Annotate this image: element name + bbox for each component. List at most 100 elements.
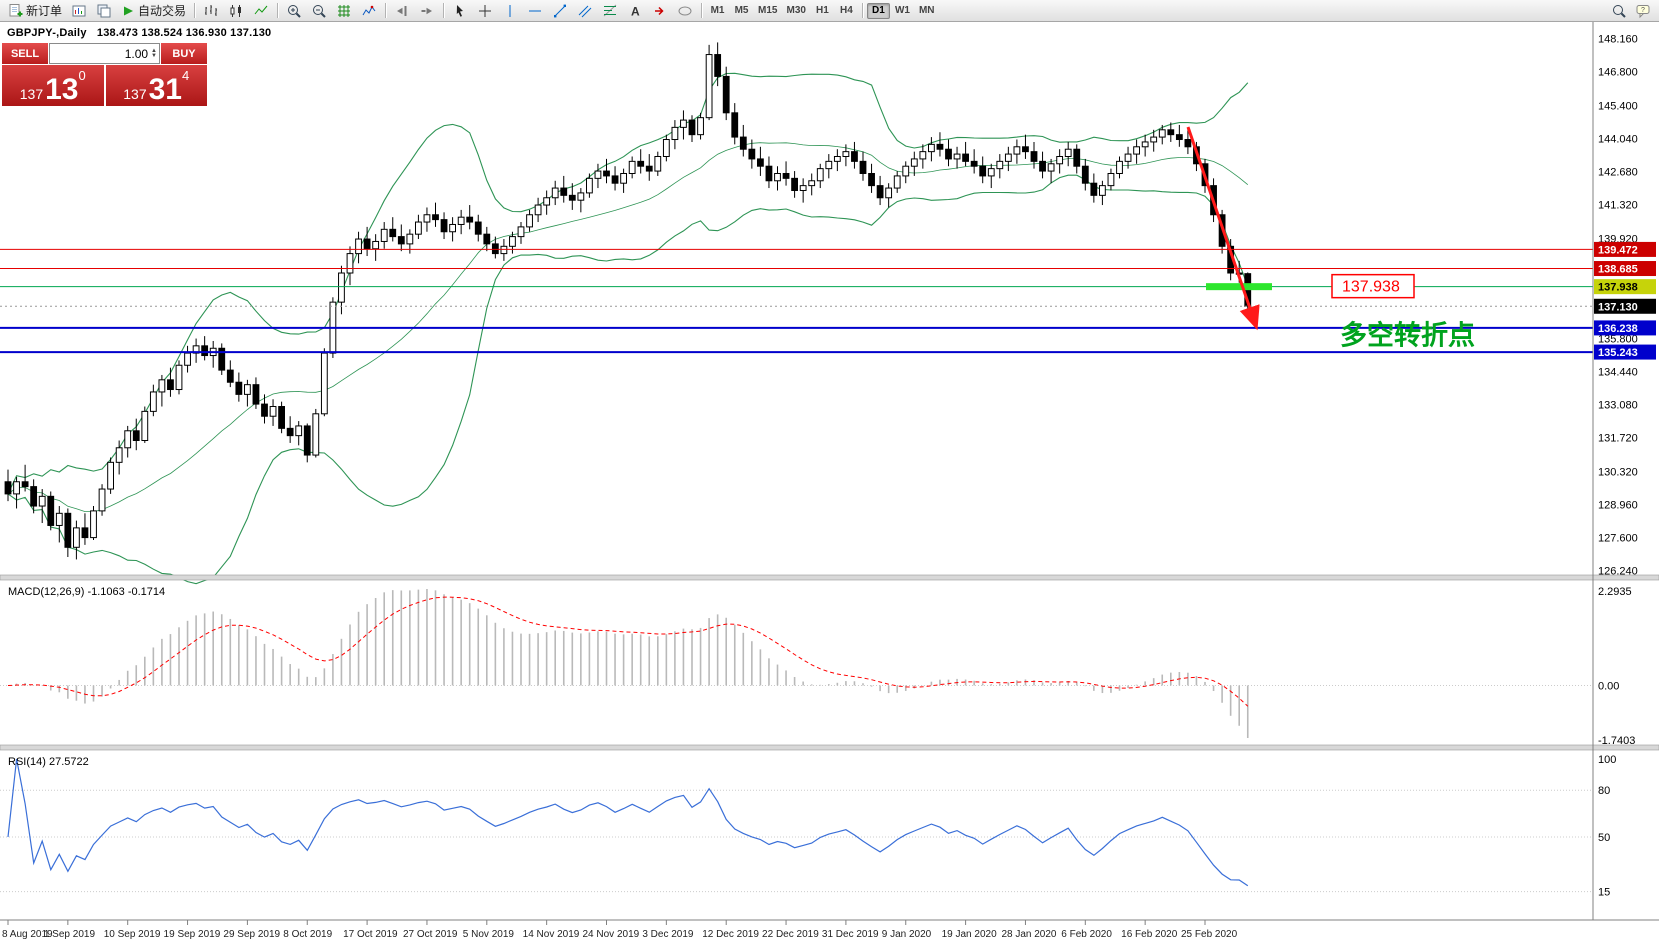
buy-button[interactable]: BUY (161, 43, 207, 64)
svg-text:9 Jan 2020: 9 Jan 2020 (882, 929, 932, 940)
timeframe-m30-button[interactable]: M30 (786, 5, 806, 16)
svg-text:25 Feb 2020: 25 Feb 2020 (1181, 929, 1238, 940)
toolbar-separator (861, 3, 863, 18)
macd-label: MACD(12,26,9) -1.1063 -0.1714 (8, 586, 165, 598)
support-highlight[interactable] (1206, 283, 1272, 291)
svg-text:5 Nov 2019: 5 Nov 2019 (463, 929, 515, 940)
charts-button[interactable] (67, 1, 91, 20)
axis-badge-136.238 (1594, 320, 1656, 336)
pane-separator[interactable] (0, 574, 1659, 581)
toolbar-separator (194, 3, 196, 18)
volume-down-icon[interactable]: ▼ (151, 52, 157, 59)
vline-icon (509, 4, 511, 17)
svg-text:27 Oct 2019: 27 Oct 2019 (403, 929, 458, 940)
timeframe-h1-button[interactable]: H1 (816, 5, 829, 16)
svg-text:141.320: 141.320 (1598, 200, 1638, 212)
volume-input[interactable]: 1.00 ▲ ▼ (49, 43, 160, 64)
timeframe-m5-button[interactable]: M5 (734, 5, 749, 16)
timeframe-w1-button[interactable]: W1 (894, 5, 910, 16)
volume-up-icon[interactable]: ▲ (151, 47, 157, 54)
svg-text:24 Nov 2019: 24 Nov 2019 (583, 929, 640, 940)
autotrade-button[interactable]: 自动交易 (117, 1, 190, 20)
price-axis[interactable]: 148.160 146.800 145.400 144.040 142.680 141.3… (0, 22, 1659, 921)
timeframe-mn-button[interactable]: MN (918, 5, 935, 16)
volume-stepper[interactable]: ▲ ▼ (151, 47, 157, 59)
profiles-button[interactable] (92, 1, 116, 20)
axis-badge-137.130 (1594, 298, 1656, 314)
svg-text:100: 100 (1598, 754, 1616, 766)
chart-shift-button[interactable] (390, 1, 414, 20)
text-tool-button[interactable]: A (623, 1, 647, 20)
volume-value: 1.00 (124, 46, 149, 61)
svg-text:134.440: 134.440 (1598, 367, 1638, 379)
sell-button[interactable]: SELL (2, 43, 48, 64)
trendline-icon (554, 4, 567, 17)
svg-text:139.472: 139.472 (1598, 244, 1638, 256)
line-chart-button[interactable] (249, 1, 273, 20)
zoom-out-button[interactable] (307, 1, 331, 20)
chart-area[interactable]: 137.938 多空转折点 MACD(12,26,9) -1.1063 -0.171… (0, 22, 1659, 947)
buy-price-big: 31 (148, 73, 182, 106)
sell-price-sup: 0 (78, 68, 86, 83)
new-order-button[interactable]: 新订单 (4, 1, 66, 20)
timeframe-m1-button[interactable]: M1 (710, 5, 725, 16)
toolbar-separator (277, 3, 279, 18)
zoom-in-button[interactable] (282, 1, 306, 20)
buy-price-display[interactable]: 137 31 4 (105, 65, 207, 106)
candles-chart-button[interactable] (224, 1, 248, 20)
fibonacci-tool-button[interactable] (598, 1, 622, 20)
svg-text:14 Nov 2019: 14 Nov 2019 (523, 929, 580, 940)
auto-scroll-icon (421, 7, 433, 14)
auto-scroll-button[interactable] (415, 1, 439, 20)
symbol-period: GBPJPY-,Daily (7, 27, 87, 39)
trend-arrow[interactable] (1186, 126, 1260, 331)
svg-text:127.600: 127.600 (1598, 533, 1638, 545)
pane-separator[interactable] (0, 744, 1659, 751)
hline-tool-button[interactable] (523, 1, 547, 20)
timeframe-toolbar: M1 M5 M15 M30 H1 H4 D1 W1 MN (706, 2, 938, 19)
help-chat-icon: ? (1636, 4, 1650, 18)
rsi-pane[interactable]: RSI(14) 27.5722 (0, 756, 1593, 893)
sell-price-display[interactable]: 137 13 0 (2, 65, 104, 106)
svg-text:16 Feb 2020: 16 Feb 2020 (1121, 929, 1178, 940)
svg-text:135.800: 135.800 (1598, 334, 1638, 346)
svg-text:1 Sep 2019: 1 Sep 2019 (44, 929, 96, 940)
main-price-pane[interactable]: 137.938 多空转折点 (0, 42, 1593, 585)
help-button[interactable]: ? (1631, 1, 1655, 20)
timeframe-d1-button[interactable]: D1 (866, 2, 890, 19)
vline-tool-button[interactable] (498, 1, 522, 20)
svg-text:80: 80 (1598, 785, 1610, 797)
crosshair-tool-button[interactable] (473, 1, 497, 20)
svg-text:22 Dec 2019: 22 Dec 2019 (762, 929, 819, 940)
channel-tool-button[interactable] (573, 1, 597, 20)
indicators-button[interactable] (357, 1, 381, 20)
svg-text:-1.7403: -1.7403 (1598, 735, 1635, 747)
grid-button[interactable] (332, 1, 356, 20)
buy-price-prefix: 137 (123, 86, 147, 102)
cursor-tool-button[interactable] (448, 1, 472, 20)
timeframe-m15-button[interactable]: M15 (758, 5, 778, 16)
autotrade-icon (124, 6, 134, 15)
charts-icon (72, 5, 86, 16)
line-chart-icon (254, 5, 268, 14)
svg-text:28 Jan 2020: 28 Jan 2020 (1001, 929, 1056, 940)
svg-text:?: ? (1641, 7, 1645, 14)
search-icon (1613, 4, 1626, 18)
axis-badge-137.938 (1594, 279, 1656, 295)
bars-chart-icon (205, 4, 218, 16)
timeframe-h4-button[interactable]: H4 (840, 5, 853, 16)
search-button[interactable] (1607, 1, 1631, 20)
trendline-tool-button[interactable] (548, 1, 572, 20)
arrows-tool-button[interactable] (648, 1, 672, 20)
turning-point-annotation[interactable]: 多空转折点 (1340, 320, 1475, 352)
bars-chart-button[interactable] (199, 1, 223, 20)
price-callout-box[interactable] (1331, 273, 1415, 299)
macd-pane[interactable]: MACD(12,26,9) -1.1063 -0.1714 (0, 586, 1593, 738)
bollinger-upper-band (7, 72, 1249, 495)
new-order-label: 新订单 (26, 4, 63, 18)
svg-text:137.130: 137.130 (1598, 301, 1638, 313)
shapes-tool-button[interactable] (673, 1, 697, 20)
svg-text:146.800: 146.800 (1598, 67, 1638, 79)
